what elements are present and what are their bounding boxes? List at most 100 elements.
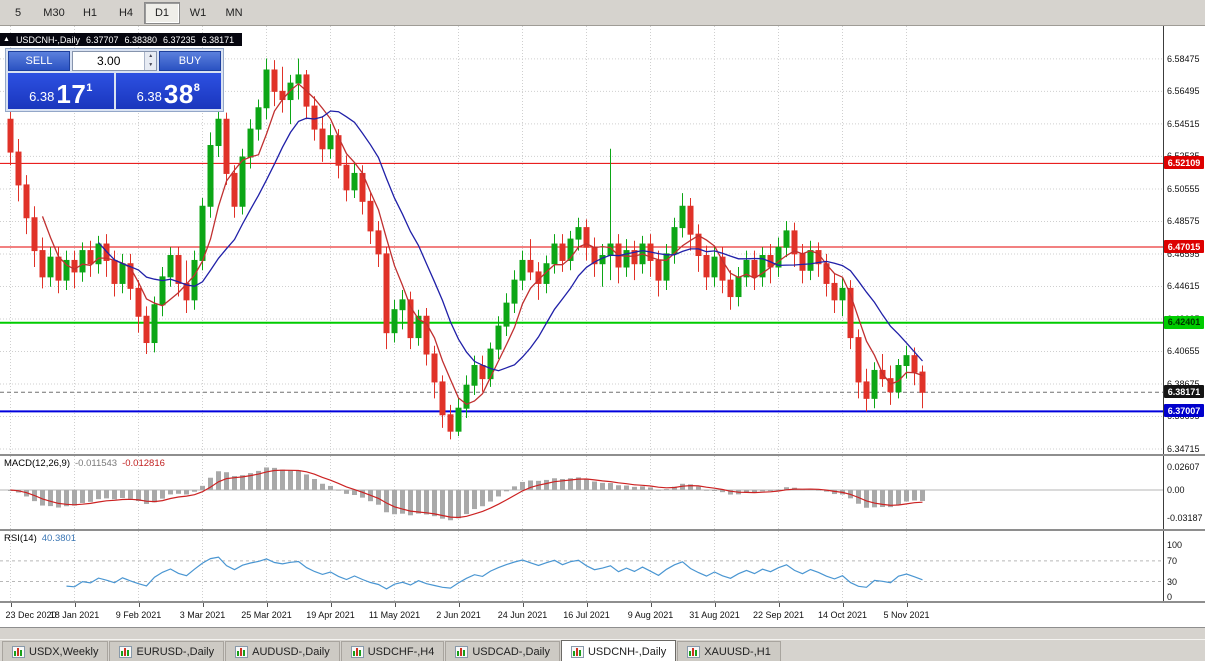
buy-price-big: 38 <box>163 79 194 109</box>
panel-separator[interactable] <box>0 529 1205 531</box>
date-tick <box>778 603 780 607</box>
price-badge: 6.37007 <box>1164 404 1204 418</box>
chart-icon <box>119 646 133 658</box>
volume-stepper: ▲ ▼ <box>72 51 157 71</box>
price-axis-divider <box>1163 456 1164 529</box>
price-badge: 6.42401 <box>1164 315 1204 329</box>
price-axis-divider <box>1163 26 1164 454</box>
window-edge <box>0 627 1205 628</box>
date-tick <box>458 603 460 607</box>
chart-icon <box>687 646 701 658</box>
chart-tab-audusd-[interactable]: AUDUSD-,Daily <box>225 641 340 661</box>
buy-button[interactable]: BUY <box>159 51 221 71</box>
chart-icon <box>350 646 364 658</box>
macd-panel: MACD(12,26,9) -0.011543 -0.012816 0.02607 0… <box>0 456 1205 529</box>
date-tick <box>906 603 908 607</box>
date-axis[interactable]: 23 Dec 2020 18 Jan 2021 9 Feb 2021 3 Mar 20… <box>0 603 1205 627</box>
macd-title: MACD(12,26,9) <box>4 458 70 469</box>
panel-separator[interactable] <box>0 454 1205 456</box>
rsi-indicator[interactable] <box>0 531 1163 601</box>
buy-price-button[interactable]: 6.38 38 8 <box>115 73 221 109</box>
chart-icon <box>570 645 584 658</box>
timeframe-button-5[interactable]: 5 <box>14 6 22 19</box>
date-label: 11 May 2021 <box>368 610 421 620</box>
price-axis-label: 6.56495 <box>1167 86 1200 97</box>
timeframe-button-d1[interactable]: D1 <box>144 1 180 24</box>
volume-input[interactable] <box>73 52 145 70</box>
price-axis-label: 6.40655 <box>1167 346 1200 357</box>
date-label: 2 Jun 2021 <box>436 610 481 620</box>
date-tick <box>842 603 844 607</box>
price-axis-label: 6.44615 <box>1167 281 1200 292</box>
timeframe-button-w1[interactable]: W1 <box>189 6 207 19</box>
date-label: 14 Oct 2021 <box>817 610 868 620</box>
buy-price-prefix: 6.38 <box>136 89 162 104</box>
date-tick <box>394 603 396 607</box>
sell-price-button[interactable]: 6.38 17 1 <box>8 73 114 109</box>
price-axis-label: 6.48575 <box>1167 216 1200 227</box>
candlestick-chart[interactable] <box>0 26 1163 454</box>
date-tick <box>266 603 268 607</box>
sell-price-prefix: 6.38 <box>29 89 55 104</box>
chart-tab-label: EURUSD-,Daily <box>136 646 215 658</box>
sell-button[interactable]: SELL <box>8 51 70 71</box>
chart-tab-usdchf-[interactable]: USDCHF-,H4 <box>340 641 445 661</box>
macd-header: MACD(12,26,9) -0.011543 -0.012816 <box>4 458 165 469</box>
chart-icon <box>12 646 25 658</box>
sell-price-big: 17 <box>56 79 87 109</box>
sell-price-pip: 1 <box>86 82 93 94</box>
collapse-icon[interactable]: ▲ <box>3 36 10 43</box>
price-badge: 6.38171 <box>1164 385 1204 399</box>
main-chart-panel: ▲ USDCNH-,Daily 6.37707 6.38380 6.37235 … <box>0 26 1205 454</box>
chart-tab-usdcnh-[interactable]: USDCNH-,Daily <box>560 640 677 661</box>
date-label: 24 Jun 2021 <box>497 610 548 620</box>
macd-main-value: -0.011543 <box>75 458 118 469</box>
macd-axis-label: -0.03187 <box>1167 513 1203 524</box>
rsi-title: RSI(14) <box>4 533 37 544</box>
date-tick <box>330 603 332 607</box>
date-label: 18 Jan 2021 <box>49 610 100 620</box>
timeframe-button-m30[interactable]: M30 <box>43 6 65 19</box>
date-label: 9 Feb 2021 <box>115 610 162 620</box>
chart-icon <box>235 646 249 658</box>
chart-tab-xauusd-[interactable]: XAUUSD-,H1 <box>677 641 781 661</box>
macd-indicator[interactable] <box>0 456 1163 529</box>
date-label: 5 Nov 2021 <box>883 610 930 620</box>
timeframe-toolbar: 5 M30 H1 H4 D1 W1 MN <box>0 0 1205 26</box>
chart-tab-eurusd-[interactable]: EURUSD-,Daily <box>109 641 225 661</box>
price-badge: 6.47015 <box>1164 240 1204 254</box>
price-axis-label: 6.50555 <box>1167 183 1200 194</box>
price-badge: 6.52109 <box>1164 156 1204 170</box>
date-tick <box>202 603 204 607</box>
rsi-axis-label: 70 <box>1167 555 1178 566</box>
panel-separator[interactable] <box>0 601 1205 603</box>
chart-icon <box>455 646 469 658</box>
one-click-trading-panel: SELL ▲ ▼ BUY 6.38 17 1 6.38 38 8 <box>5 48 224 112</box>
ohlc-low: 6.37235 <box>163 34 196 45</box>
date-label: 3 Mar 2021 <box>179 610 226 620</box>
ohlc-close: 6.38171 <box>201 34 235 45</box>
rsi-axis-label: 0 <box>1167 592 1173 601</box>
date-label: 22 Sep 2021 <box>752 610 805 620</box>
date-tick <box>74 603 76 607</box>
date-label: 31 Aug 2021 <box>689 610 740 620</box>
timeframe-button-h4[interactable]: H4 <box>118 6 134 19</box>
macd-axis-label: 0.02607 <box>1167 462 1200 473</box>
chart-tab-label: AUDUSD-,Daily <box>252 646 330 658</box>
macd-signal-value: -0.012816 <box>122 458 165 469</box>
date-tick <box>714 603 716 607</box>
timeframe-button-mn[interactable]: MN <box>225 6 243 19</box>
chart-tab-label: USDX,Weekly <box>29 646 99 658</box>
date-label: 23 Dec 2020 <box>5 610 57 620</box>
volume-up-icon[interactable]: ▲ <box>145 52 156 61</box>
rsi-axis-label: 30 <box>1167 576 1178 587</box>
rsi-axis-label: 100 <box>1167 540 1183 551</box>
timeframe-button-h1[interactable]: H1 <box>82 6 98 19</box>
chart-tab-usdx[interactable]: USDX,Weekly <box>2 641 109 661</box>
date-tick <box>10 603 12 607</box>
volume-down-icon[interactable]: ▼ <box>145 61 156 70</box>
ohlc-open: 6.37707 <box>85 34 119 45</box>
date-tick <box>586 603 588 607</box>
chart-tab-usdcad-[interactable]: USDCAD-,Daily <box>445 641 560 661</box>
price-axis-label: 6.34715 <box>1167 443 1200 454</box>
